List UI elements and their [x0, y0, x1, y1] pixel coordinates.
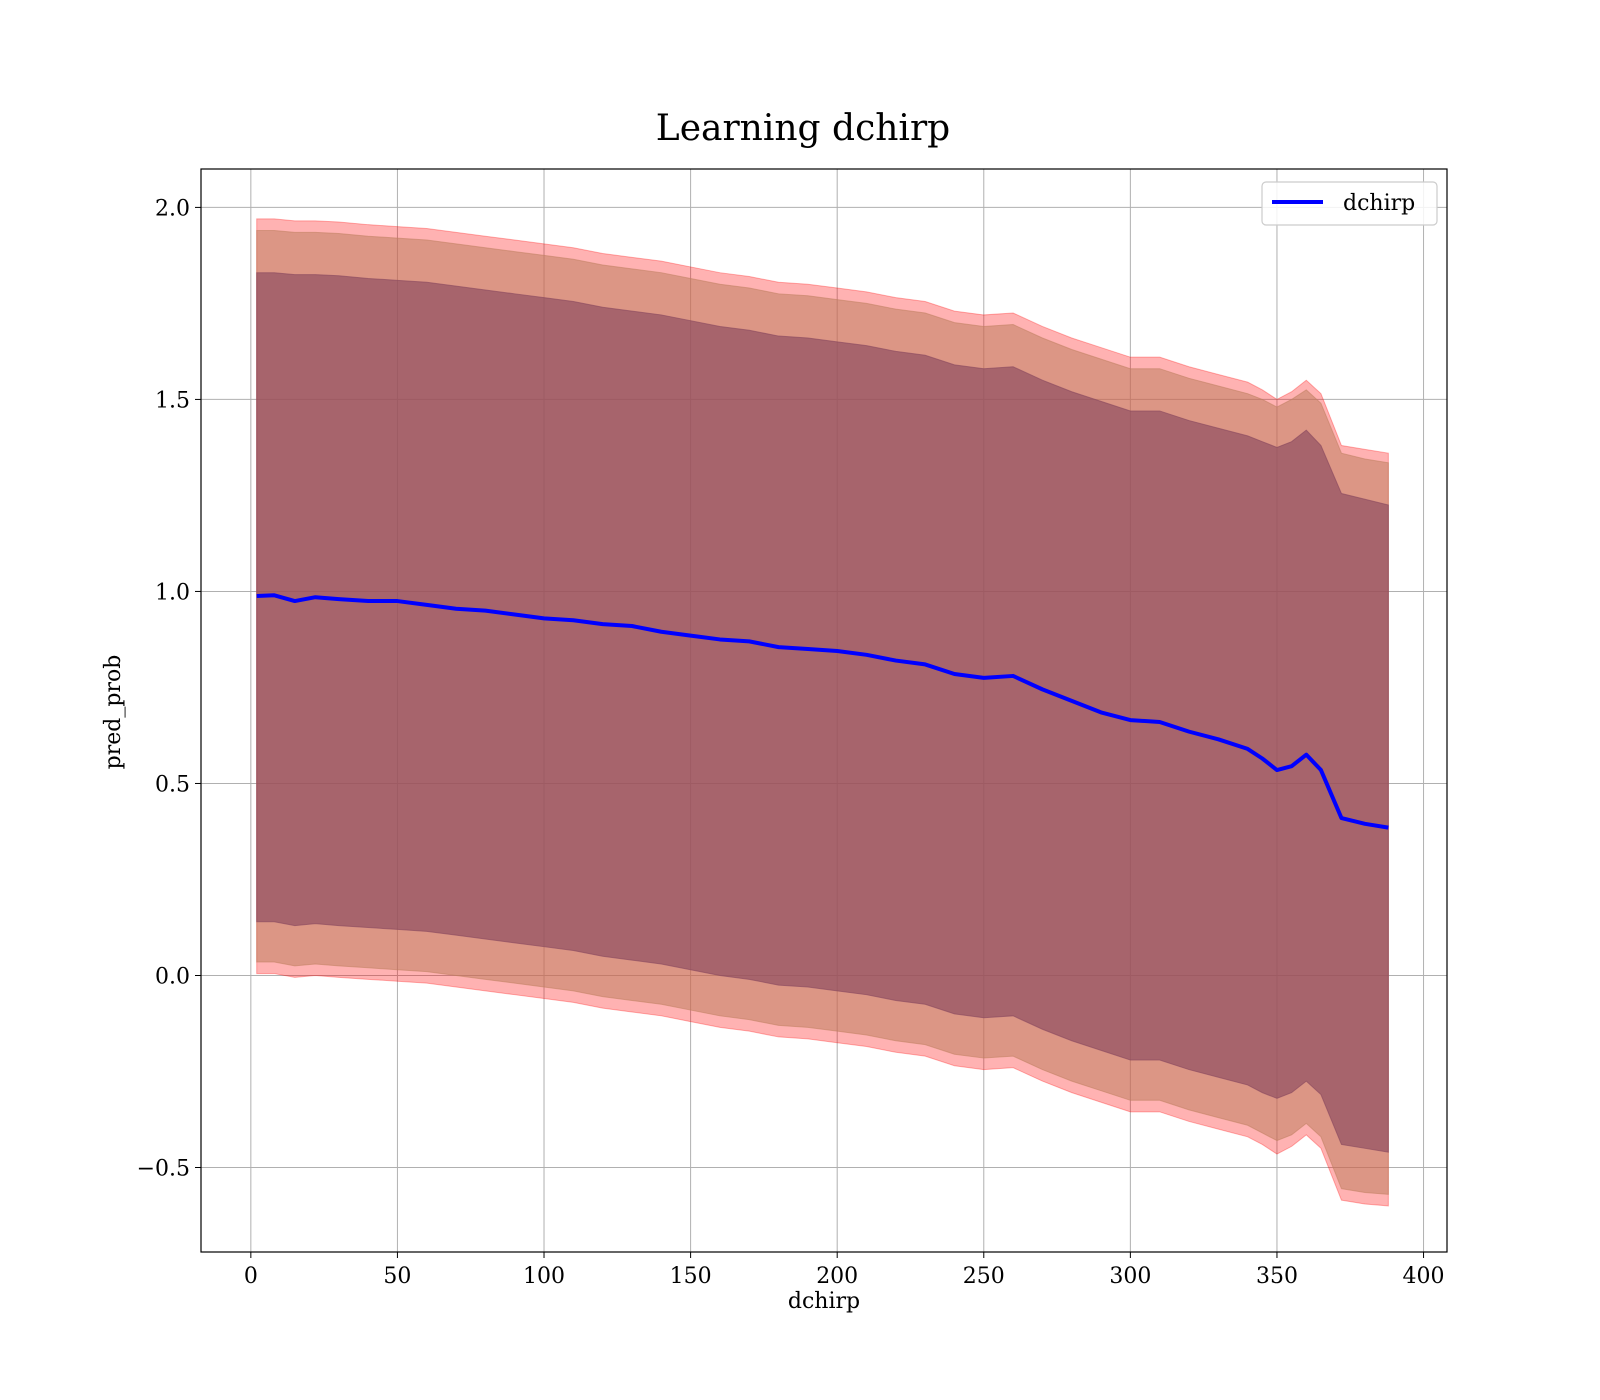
legend-label: dchirp [1343, 191, 1415, 216]
x-tick-label: 350 [1256, 1264, 1298, 1289]
y-tick-label: 1.5 [155, 388, 190, 413]
x-tick-label: 50 [383, 1264, 411, 1289]
band-inner [256, 272, 1389, 1153]
x-tick-label: 300 [1109, 1264, 1151, 1289]
lines [256, 593, 1389, 830]
y-tick-label: 0.5 [155, 772, 190, 797]
bands [256, 218, 1389, 1207]
y-tick-label: −0.5 [137, 1157, 190, 1182]
x-tick-label: 150 [670, 1264, 712, 1289]
chart-title: Learning dchirp [656, 108, 950, 149]
x-tick-label: 250 [963, 1264, 1005, 1289]
plot-frame [200, 168, 1448, 1253]
x-axis-label: dchirp [788, 1289, 860, 1314]
y-tick-label: 1.0 [155, 580, 190, 605]
series-line-dchirp [256, 593, 1389, 830]
x-tick-label: 400 [1403, 1264, 1445, 1289]
legend-box [1261, 181, 1438, 226]
x-ticks: 0 50 100 150 200 250 300 350 400 [244, 1252, 1445, 1289]
x-tick-label: 0 [244, 1264, 258, 1289]
x-tick-label: 100 [523, 1264, 565, 1289]
y-axis-label: pred_prob [101, 655, 126, 770]
x-tick-label: 200 [816, 1264, 858, 1289]
y-tick-label: 2.0 [155, 196, 190, 221]
legend: dchirp [1261, 181, 1438, 226]
y-ticks: −0.5 0.0 0.5 1.0 1.5 2.0 [137, 196, 201, 1182]
y-tick-label: 0.0 [155, 964, 190, 989]
